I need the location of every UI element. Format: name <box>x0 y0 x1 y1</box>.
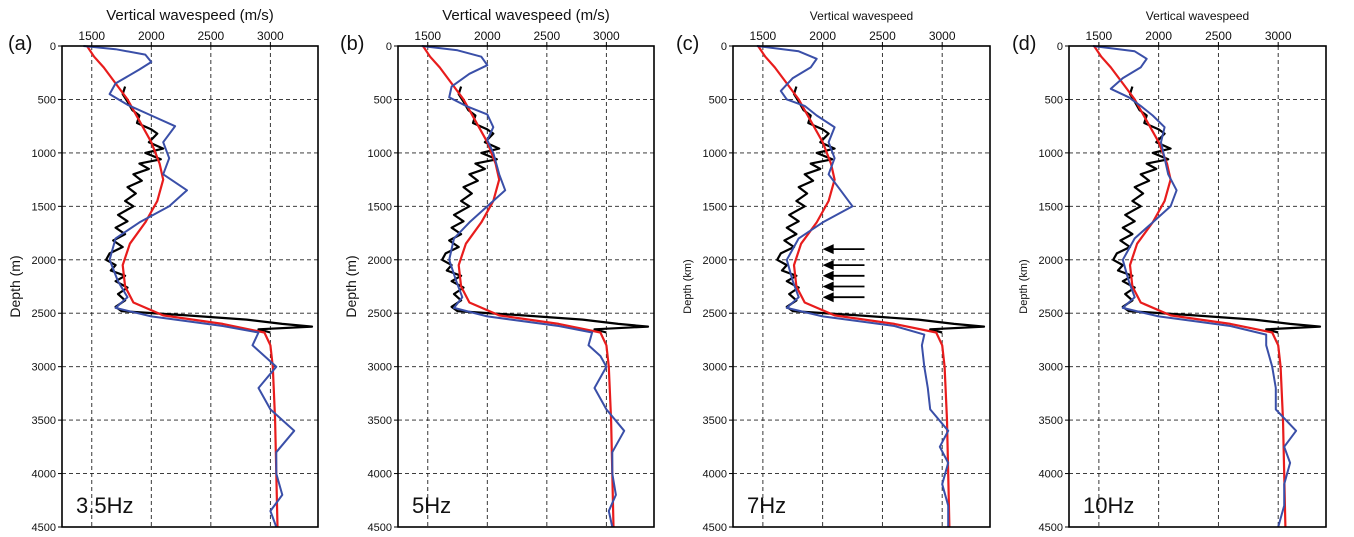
series-line-inverted-model <box>421 45 626 528</box>
y-tick-label: 3500 <box>368 415 392 427</box>
y-axis-title: Depth (km) <box>682 259 694 313</box>
plot-frame <box>397 45 655 528</box>
y-tick-label: 4500 <box>703 522 727 534</box>
y-tick-label: 1000 <box>703 148 727 160</box>
chart-panel-4: 1500 2000 2500 3000 0 500 1000 1500 2000 2500 3000… <box>1012 9 1327 534</box>
frequency-label: 5Hz <box>412 493 451 518</box>
x-tick-label: 1500 <box>750 29 777 43</box>
series-line-well-log <box>441 86 650 334</box>
x-axis-title: Vertical wavespeed <box>810 9 913 23</box>
x-tick-label: 3000 <box>929 29 956 43</box>
series-line-inverted-model <box>1092 45 1298 528</box>
panel-label: (b) <box>340 33 364 55</box>
series-line-initial-model <box>86 45 279 528</box>
series-line-initial-model <box>1093 45 1287 528</box>
series-line-well-log <box>105 86 314 334</box>
y-tick-label: 2500 <box>32 308 56 320</box>
annotation-arrow-head <box>822 281 834 292</box>
x-tick-label: 3000 <box>593 29 620 43</box>
y-tick-label: 3500 <box>703 415 727 427</box>
y-tick-label: 2000 <box>32 255 56 267</box>
x-tick-label: 2500 <box>197 29 224 43</box>
panel-label: (a) <box>8 33 32 55</box>
x-tick-label: 1500 <box>78 29 105 43</box>
y-tick-label: 3000 <box>703 362 727 374</box>
x-tick-label: 2000 <box>1145 29 1172 43</box>
chart-panel-1: 1500 2000 2500 3000 0 500 1000 1500 2000 2500 3000… <box>7 7 319 534</box>
x-tick-label: 2000 <box>809 29 836 43</box>
y-tick-label: 0 <box>50 41 56 53</box>
series-line-initial-model <box>422 45 615 528</box>
y-tick-label: 3000 <box>1039 362 1063 374</box>
x-axis-title: Vertical wavespeed <box>1146 9 1249 23</box>
plot-frame <box>732 45 991 528</box>
plot-frame <box>61 45 319 528</box>
y-tick-label: 1000 <box>32 148 56 160</box>
y-tick-label: 4500 <box>368 522 392 534</box>
x-tick-label: 2500 <box>1205 29 1232 43</box>
y-tick-label: 3000 <box>32 362 56 374</box>
x-tick-label: 2500 <box>533 29 560 43</box>
annotation-arrow-head <box>822 270 834 281</box>
annotation-arrow-head <box>822 260 834 271</box>
panel-label: (d) <box>1012 33 1036 55</box>
frequency-label: 10Hz <box>1083 493 1134 518</box>
y-tick-label: 0 <box>721 41 727 53</box>
y-tick-label: 4000 <box>703 469 727 481</box>
y-tick-label: 4000 <box>32 469 56 481</box>
y-tick-label: 3000 <box>368 362 392 374</box>
y-tick-label: 4500 <box>1039 522 1063 534</box>
y-tick-label: 1500 <box>368 201 392 213</box>
y-tick-label: 4500 <box>32 522 56 534</box>
series-line-well-log <box>776 86 986 334</box>
y-tick-label: 0 <box>1057 41 1063 53</box>
annotation-arrow-head <box>822 292 834 303</box>
y-tick-label: 1500 <box>32 201 56 213</box>
y-tick-label: 2000 <box>703 255 727 267</box>
frequency-label: 7Hz <box>747 493 786 518</box>
y-axis-title: Depth (m) <box>343 255 359 317</box>
series-line-inverted-model <box>83 45 296 528</box>
x-tick-label: 1500 <box>1086 29 1113 43</box>
y-tick-label: 2000 <box>368 255 392 267</box>
chart-panel-2: 1500 2000 2500 3000 0 500 1000 1500 2000 2500 3000… <box>340 7 655 534</box>
series-line-initial-model <box>757 45 951 528</box>
x-axis-title: Vertical wavespeed (m/s) <box>106 7 274 24</box>
y-tick-label: 1500 <box>703 201 727 213</box>
annotation-arrow-head <box>822 244 834 255</box>
series-line-well-log <box>1112 86 1322 334</box>
series-line-inverted-model <box>756 45 950 527</box>
y-axis-title: Depth (km) <box>1018 259 1030 313</box>
y-tick-label: 4000 <box>1039 469 1063 481</box>
x-tick-label: 3000 <box>257 29 284 43</box>
y-tick-label: 1000 <box>1039 148 1063 160</box>
frequency-label: 3.5Hz <box>76 493 133 518</box>
y-tick-label: 2000 <box>1039 255 1063 267</box>
x-tick-label: 3000 <box>1265 29 1292 43</box>
y-tick-label: 2500 <box>1039 308 1063 320</box>
x-axis-title: Vertical wavespeed (m/s) <box>442 7 610 24</box>
x-tick-label: 2500 <box>869 29 896 43</box>
y-tick-label: 500 <box>709 94 727 106</box>
y-tick-label: 1000 <box>368 148 392 160</box>
y-tick-label: 3500 <box>32 415 56 427</box>
y-tick-label: 2500 <box>368 308 392 320</box>
y-tick-label: 1500 <box>1039 201 1063 213</box>
chart-panel-3: 1500 2000 2500 3000 0 500 1000 1500 2000 2500 3000… <box>676 9 991 534</box>
y-tick-label: 0 <box>386 41 392 53</box>
y-tick-label: 500 <box>374 94 392 106</box>
y-tick-label: 2500 <box>703 308 727 320</box>
plot-frame <box>1068 45 1327 528</box>
x-tick-label: 1500 <box>414 29 441 43</box>
y-tick-label: 500 <box>38 94 56 106</box>
y-tick-label: 3500 <box>1039 415 1063 427</box>
y-axis-title: Depth (m) <box>7 255 23 317</box>
panel-label: (c) <box>676 33 699 55</box>
y-tick-label: 500 <box>1045 94 1063 106</box>
y-tick-label: 4000 <box>368 469 392 481</box>
x-tick-label: 2000 <box>474 29 501 43</box>
x-tick-label: 2000 <box>138 29 165 43</box>
